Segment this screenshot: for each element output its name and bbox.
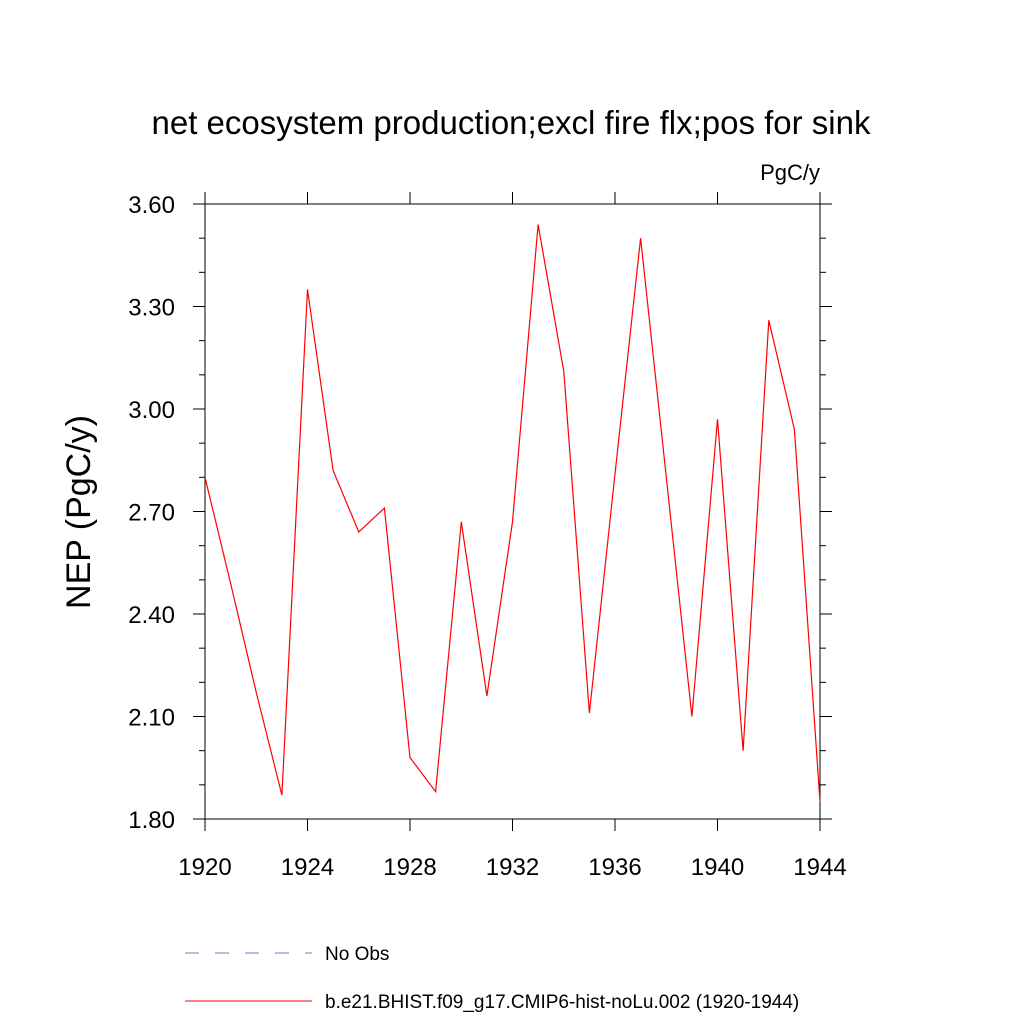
legend-label-no-obs: No Obs xyxy=(325,944,389,965)
x-tick-label: 1924 xyxy=(281,854,334,881)
y-tick-label: 3.00 xyxy=(128,397,175,424)
plot-frame xyxy=(204,203,821,820)
x-tick-label: 1940 xyxy=(691,854,744,881)
legend: No Obs b.e21.BHIST.f09_g17.CMIP6-hist-no… xyxy=(185,944,799,1013)
plot-area: 1.80 2.10 2.40 2.70 3.00 3.30 3.60 1920 1924 1928… xyxy=(128,192,847,881)
chart-title: net ecosystem production;excl fire flx;p… xyxy=(152,104,871,141)
x-tick-label: 1944 xyxy=(793,854,846,881)
legend-label-model-run: b.e21.BHIST.f09_g17.CMIP6-hist-noLu.002 … xyxy=(325,992,799,1013)
units-label: PgC/y xyxy=(760,160,820,185)
x-tick-label: 1932 xyxy=(486,854,539,881)
x-tick-label: 1920 xyxy=(178,854,231,881)
y-tick-label: 2.70 xyxy=(128,500,175,527)
series-line-0 xyxy=(204,224,821,802)
y-tick-label: 1.80 xyxy=(128,807,175,834)
y-tick-label: 2.10 xyxy=(128,705,175,732)
y-axis-label: NEP (PgC/y) xyxy=(60,415,98,609)
y-tick-label: 3.30 xyxy=(128,295,175,322)
y-tick-label: 3.60 xyxy=(128,192,175,219)
x-tick-label: 1928 xyxy=(383,854,436,881)
x-tick-label: 1936 xyxy=(588,854,641,881)
y-tick-label: 2.40 xyxy=(128,602,175,629)
